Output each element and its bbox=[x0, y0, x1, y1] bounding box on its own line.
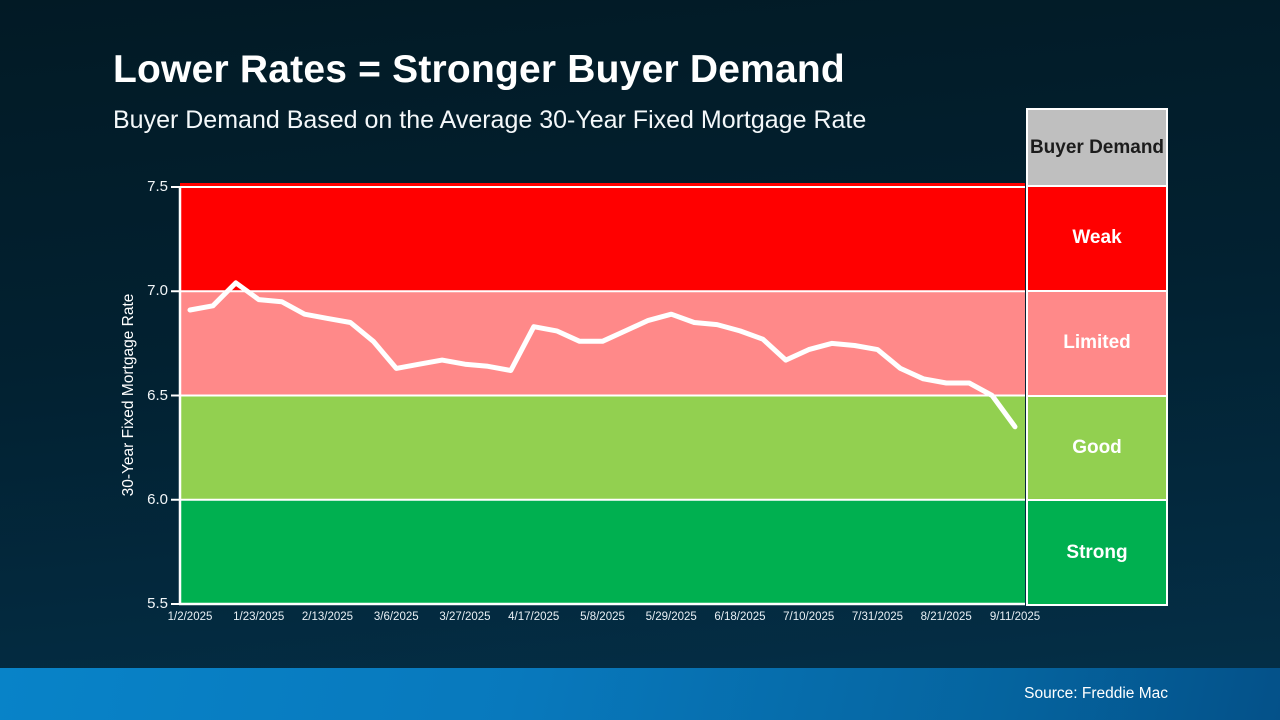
y-tick-label-5.5: 5.5 bbox=[147, 595, 168, 612]
x-tick-label: 7/31/2025 bbox=[851, 611, 904, 623]
y-tick-label-7.0: 7.0 bbox=[147, 282, 168, 300]
legend-item-limited: Limited bbox=[1028, 289, 1166, 395]
x-tick-label: 8/21/2025 bbox=[920, 611, 972, 623]
x-tick-label: 2/13/2025 bbox=[301, 611, 354, 623]
x-tick-label: 9/11/2025 bbox=[989, 611, 1041, 623]
legend-header: Buyer Demand bbox=[1028, 110, 1166, 185]
x-tick-label: 1/2/2025 bbox=[167, 611, 213, 623]
y-tick-label-6.5: 6.5 bbox=[147, 386, 168, 404]
page-title: Lower Rates = Stronger Buyer Demand bbox=[113, 48, 845, 91]
y-tick-label-6.0: 6.0 bbox=[147, 490, 168, 508]
band-good bbox=[180, 395, 1025, 500]
y-tick-label-7.5: 7.5 bbox=[147, 178, 168, 195]
legend-item-good: Good bbox=[1028, 394, 1166, 500]
x-tick-label: 3/6/2025 bbox=[373, 611, 419, 623]
band-strong bbox=[180, 499, 1025, 604]
x-tick-label: 5/8/2025 bbox=[580, 611, 625, 623]
legend-item-weak: Weak bbox=[1028, 185, 1166, 290]
band-weak bbox=[180, 183, 1025, 292]
mortgage-rate-band-chart bbox=[171, 183, 1025, 606]
x-tick-label: 6/18/2025 bbox=[714, 611, 766, 623]
source-text: Source: Freddie Mac bbox=[1024, 685, 1168, 702]
mortgage-rate-line bbox=[187, 280, 1018, 430]
buyer-demand-legend: Buyer Demand Weak Limited Good Strong bbox=[1026, 108, 1168, 606]
legend-item-strong: Strong bbox=[1028, 499, 1166, 604]
page-subtitle: Buyer Demand Based on the Average 30-Yea… bbox=[113, 106, 867, 134]
x-tick-label: 1/23/2025 bbox=[233, 611, 285, 623]
x-tick-label: 7/10/2025 bbox=[783, 611, 835, 623]
x-tick-label: 5/29/2025 bbox=[645, 611, 697, 623]
x-tick-label: 4/17/2025 bbox=[508, 611, 560, 623]
x-tick-label: 3/27/2025 bbox=[439, 611, 491, 623]
footer-bar: Source: Freddie Mac bbox=[0, 668, 1280, 720]
